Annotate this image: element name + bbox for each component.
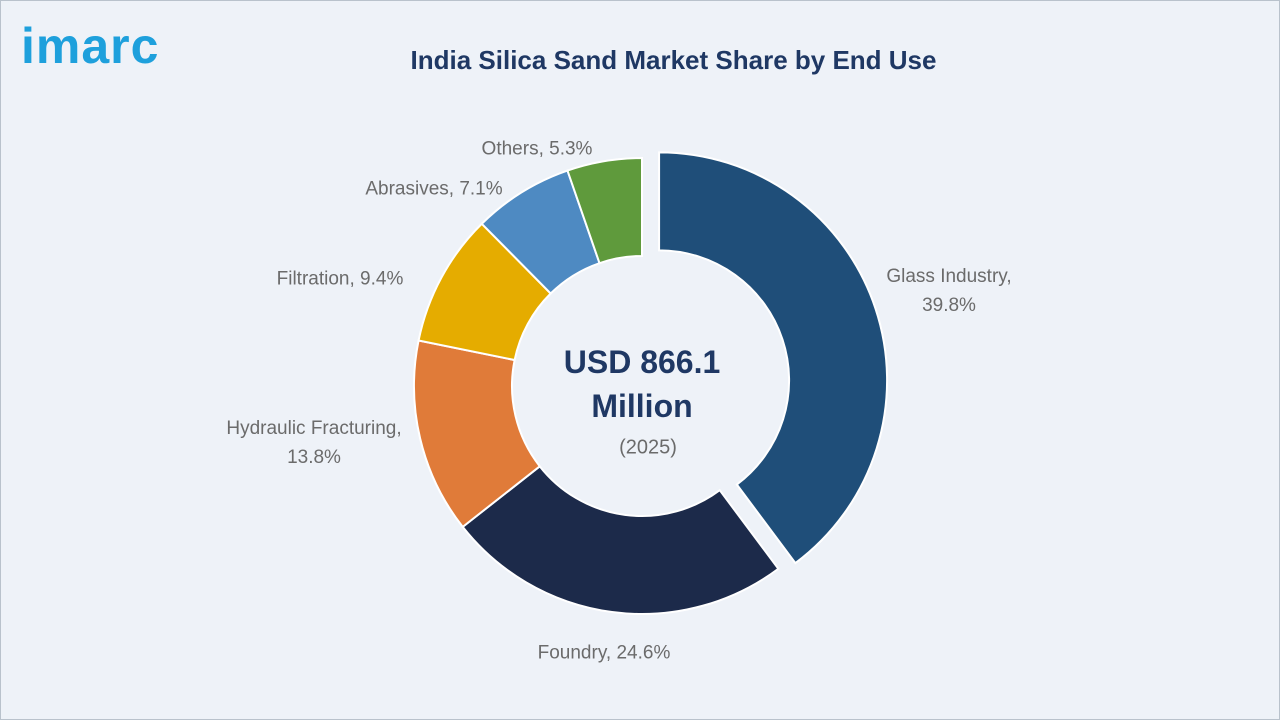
data-label: Abrasives, 7.1% [365,178,503,200]
data-label: Others, 5.3% [481,138,593,160]
donut-slice [461,464,780,615]
data-label: Foundry, 24.6% [537,642,671,664]
center-label: USD 866.1 Million [563,344,721,424]
center-sublabel: (2025) [619,436,677,459]
donut-slice [658,151,889,565]
data-label: Hydraulic Fracturing, 13.8% [226,418,402,468]
data-label: Filtration, 9.4% [276,268,404,290]
data-label: Glass Industry, 39.8% [886,266,1012,316]
donut-slice [566,156,643,265]
logo: imarc [21,18,160,74]
chart-title: India Silica Sand Market Share by End Us… [410,45,937,75]
